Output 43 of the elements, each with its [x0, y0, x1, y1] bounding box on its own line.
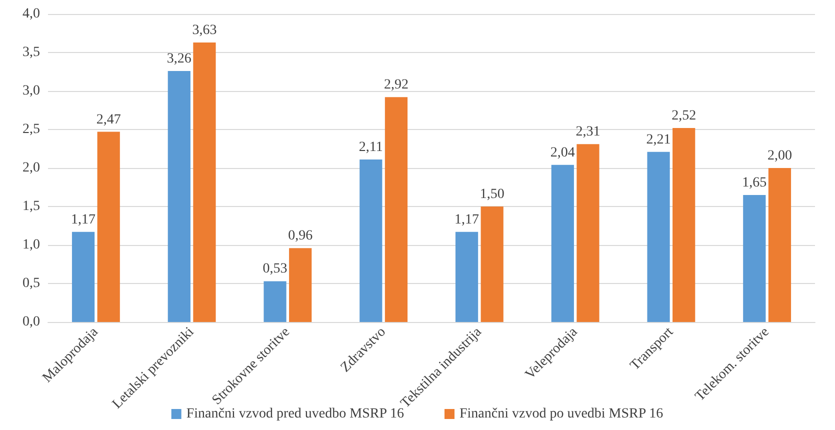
- bar: [455, 232, 478, 322]
- bar: [576, 144, 600, 322]
- data-label: 3,26: [166, 51, 192, 66]
- bar: [768, 168, 792, 322]
- data-label: 3,63: [192, 22, 217, 38]
- data-label: 2,21: [646, 132, 671, 148]
- bar: [72, 232, 95, 322]
- y-tick-label: 4,0: [22, 6, 40, 22]
- data-label: 1,50: [480, 187, 504, 202]
- y-tick-label: 3,0: [22, 84, 40, 98]
- data-label: 2,00: [767, 148, 792, 164]
- y-tick-label: 0,0: [22, 314, 40, 330]
- bar: [672, 128, 696, 322]
- y-tick-label: 1,5: [22, 199, 40, 214]
- y-tick-label: 3,5: [22, 45, 40, 60]
- bar: [647, 152, 670, 322]
- data-label: 2,47: [96, 112, 121, 128]
- data-label: 1,17: [71, 212, 96, 228]
- bar: [480, 206, 504, 322]
- data-label: 2,92: [384, 78, 408, 93]
- y-tick-label: 1,0: [22, 238, 40, 252]
- bar: [289, 248, 312, 322]
- data-label: 2,04: [550, 145, 575, 160]
- legend-label: Finančni vzvod po uvedbi MSRP 16: [459, 406, 664, 422]
- data-label: 0,96: [288, 228, 313, 244]
- data-label: 2,31: [576, 124, 600, 140]
- y-tick-label: 0,5: [22, 276, 40, 291]
- bar: [360, 160, 382, 322]
- data-label: 0,53: [262, 262, 288, 277]
- bar: [384, 97, 408, 322]
- bar: [168, 70, 190, 322]
- bar: [193, 42, 216, 322]
- y-tick-label: 2,5: [22, 122, 40, 137]
- bar: [743, 194, 766, 322]
- y-tick-label: 2,0: [22, 160, 40, 176]
- data-label: 2,52: [672, 108, 696, 124]
- data-label: 1,65: [742, 175, 767, 190]
- bar: [551, 164, 574, 322]
- legend-label: Finančni vzvod pred uvedbo MSRP 16: [186, 406, 404, 422]
- bar: [264, 281, 286, 322]
- data-label: 1,17: [454, 212, 480, 228]
- data-label: 2,11: [358, 140, 383, 156]
- bar: [97, 132, 120, 322]
